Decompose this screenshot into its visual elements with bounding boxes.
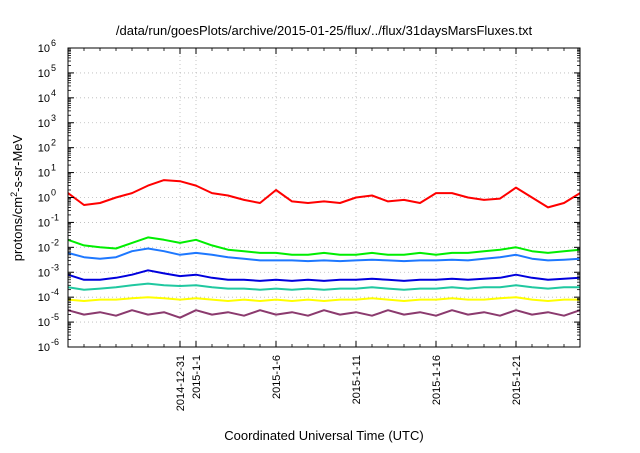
y-tick-label: 10-4 — [38, 287, 59, 304]
y-tick-label: 100 — [38, 188, 56, 205]
y-tick-exponent: 0 — [51, 188, 56, 198]
y-tick-base: 10 — [38, 193, 50, 205]
x-tick-label: 2015-1-21 — [511, 355, 523, 405]
x-tick-label: 2015-1-16 — [431, 355, 443, 405]
x-axis-label: Coordinated Universal Time (UTC) — [224, 428, 423, 443]
y-tick-base: 10 — [38, 217, 50, 229]
y-tick-base: 10 — [38, 168, 50, 180]
y-axis-label-unit-start: protons/cm — [10, 197, 25, 261]
y-tick-exponent: -3 — [51, 262, 59, 272]
y-tick-base: 10 — [38, 242, 50, 254]
series-line-5 — [67, 282, 580, 291]
series-line-4 — [67, 269, 581, 282]
y-tick-exponent: 5 — [51, 63, 56, 73]
y-tick-label: 10-1 — [38, 212, 59, 229]
y-tick-base: 10 — [38, 43, 50, 55]
y-tick-exponent: 3 — [51, 113, 56, 123]
y-tick-exponent: -5 — [51, 312, 59, 322]
y-tick-exponent: 2 — [51, 138, 56, 148]
y-tick-exponent: -6 — [51, 337, 59, 347]
y-tick-base: 10 — [38, 292, 50, 304]
x-tick-label: 2015-1-1 — [191, 355, 203, 399]
x-axis-ticks: 2014-12-31 2015-1-1 2015-1-6 2015-1-11 2015-… — [83, 48, 565, 411]
x-tick-label: 2015-1-6 — [271, 355, 283, 399]
series-line-3 — [67, 247, 581, 263]
y-axis-ticks: 10-610-510-410-310-210-11001011021031041… — [38, 38, 580, 354]
y-tick-base: 10 — [38, 342, 50, 354]
y-axis-label: protons/cm2-s-sr-MeV — [9, 134, 25, 261]
y-tick-exponent: 4 — [51, 88, 56, 98]
y-tick-base: 10 — [38, 68, 50, 80]
y-tick-base: 10 — [38, 93, 50, 105]
y-tick-base: 10 — [38, 143, 50, 155]
series-lines — [67, 179, 581, 319]
series-line-1 — [67, 179, 581, 209]
y-tick-label: 10-3 — [38, 262, 59, 279]
y-tick-label: 10-5 — [38, 312, 59, 329]
y-axis-label-unit-end: -s-sr-MeV — [10, 134, 25, 191]
y-tick-label: 102 — [38, 138, 56, 155]
y-tick-exponent: -4 — [51, 287, 59, 297]
y-tick-exponent: 6 — [51, 38, 56, 48]
y-tick-label: 10-6 — [38, 337, 59, 354]
grid-lines — [68, 48, 580, 347]
y-tick-label: 101 — [38, 163, 56, 180]
chart-title: /data/run/goesPlots/archive/2015-01-25/f… — [116, 23, 533, 38]
y-axis-label-exp: 2 — [9, 192, 19, 197]
y-tick-label: 103 — [38, 113, 56, 130]
series-line-2 — [67, 236, 581, 256]
y-tick-base: 10 — [38, 317, 50, 329]
y-tick-base: 10 — [38, 118, 50, 130]
series-line-7 — [67, 309, 581, 319]
series-line-6 — [67, 296, 580, 302]
y-tick-label: 105 — [38, 63, 56, 80]
x-tick-label: 2015-1-11 — [351, 355, 363, 404]
y-tick-label: 106 — [38, 38, 56, 55]
y-tick-base: 10 — [38, 267, 50, 279]
y-tick-label: 10-2 — [38, 237, 59, 254]
x-tick-label: 2014-12-31 — [175, 355, 187, 411]
y-tick-exponent: -2 — [51, 237, 59, 247]
y-tick-exponent: 1 — [51, 163, 56, 173]
y-tick-exponent: -1 — [51, 212, 59, 222]
y-tick-label: 104 — [38, 88, 56, 105]
